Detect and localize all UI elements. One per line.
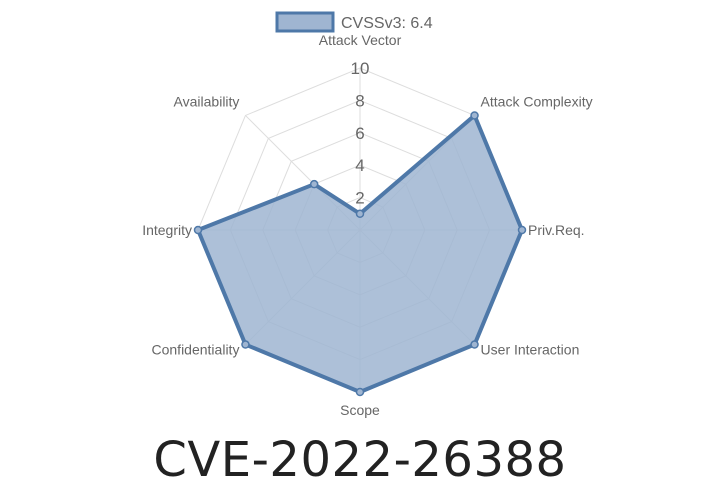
legend-label[interactable]: CVSSv3: 6.4 (341, 15, 433, 32)
axis-label: User Interaction (481, 342, 580, 358)
axis-label: Confidentiality (152, 342, 240, 358)
data-point[interactable] (470, 111, 479, 120)
data-point[interactable] (193, 225, 203, 235)
axis-label: Integrity (142, 222, 192, 238)
axis-label: Attack Vector (319, 32, 402, 48)
data-point[interactable] (470, 340, 479, 349)
tick-label: 2 (355, 189, 364, 208)
data-point[interactable] (517, 225, 527, 235)
page-title: CVE-2022-26388 (153, 432, 567, 488)
tick-label: 6 (355, 124, 364, 143)
legend-swatch[interactable] (275, 11, 335, 33)
tick-label: 4 (355, 156, 364, 175)
axis-label: Attack Complexity (481, 93, 593, 109)
data-point[interactable] (241, 340, 250, 349)
radar-series (193, 111, 527, 397)
data-point[interactable] (355, 209, 365, 219)
axis-label: Scope (340, 402, 380, 418)
radial-tick-labels: 2 4 6 8 10 (351, 59, 370, 208)
legend[interactable]: CVSSv3: 6.4 (275, 11, 433, 33)
data-point[interactable] (309, 179, 319, 189)
tick-label: 10 (351, 59, 370, 78)
data-point[interactable] (355, 387, 365, 397)
axis-label: Priv.Req. (528, 222, 585, 238)
axis-label: Availability (174, 93, 240, 109)
axis-labels: Attack Vector Attack Complexity Priv.Req. U… (142, 32, 592, 418)
tick-label: 8 (355, 91, 364, 110)
